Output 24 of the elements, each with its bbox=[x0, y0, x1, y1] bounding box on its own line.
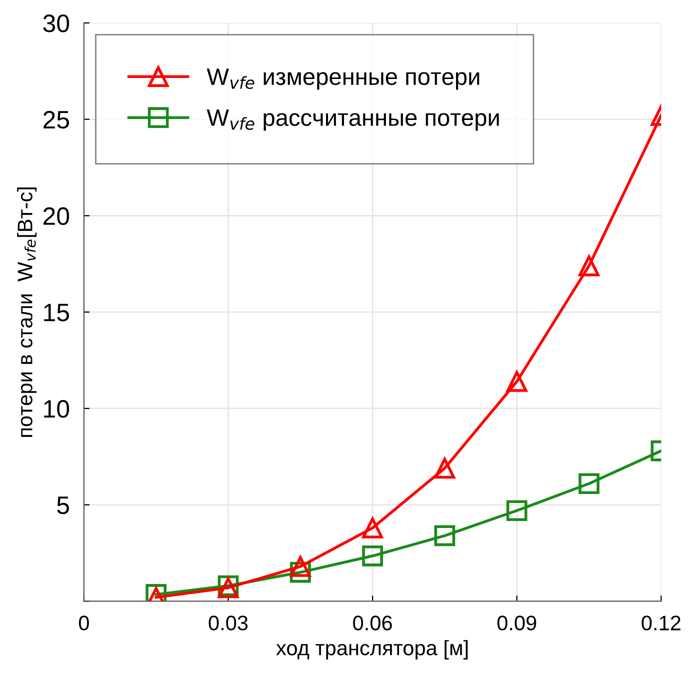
x-axis-title: ход транслятора [м] bbox=[276, 640, 468, 660]
x-tick-label: 0.03 bbox=[208, 616, 248, 630]
point bbox=[506, 500, 528, 522]
point bbox=[506, 371, 528, 392]
x-tick-label: 0.09 bbox=[497, 616, 536, 630]
legend-label: W$_{vfe}$ измеренные потери bbox=[206, 68, 480, 90]
y-tick-label: 15 bbox=[44, 304, 69, 322]
y-tick-label: 20 bbox=[44, 207, 70, 225]
y-tick-label: 30 bbox=[43, 14, 70, 32]
point bbox=[362, 545, 383, 566]
x-tick-label: 0.12 bbox=[642, 616, 680, 630]
point bbox=[434, 525, 456, 546]
point bbox=[362, 518, 383, 538]
y-axis-title: потери в стали W$_{vfe}$[Вт-с] bbox=[17, 187, 37, 437]
point bbox=[290, 556, 311, 577]
y-tick-label: 10 bbox=[44, 400, 70, 418]
y-tick-label: 5 bbox=[57, 496, 69, 514]
x-tick-label: 0 bbox=[78, 616, 89, 630]
point bbox=[578, 255, 600, 276]
point bbox=[434, 458, 456, 479]
y-tick-label: 25 bbox=[44, 110, 69, 129]
point bbox=[578, 473, 600, 494]
legend-label: W$_{vfe}$ рассчитанные потери bbox=[206, 110, 499, 131]
x-tick-label: 0.06 bbox=[353, 616, 392, 630]
